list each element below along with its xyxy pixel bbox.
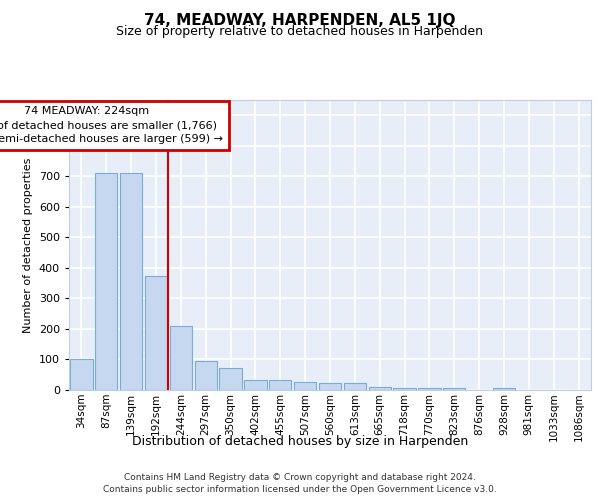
Bar	[120, 174, 142, 390]
Y-axis label: Number of detached properties: Number of detached properties	[23, 158, 33, 332]
Bar	[493, 388, 515, 390]
Bar	[319, 384, 341, 390]
Text: Distribution of detached houses by size in Harpenden: Distribution of detached houses by size …	[132, 435, 468, 448]
Bar	[294, 382, 316, 390]
Bar	[344, 384, 366, 390]
Bar	[418, 388, 440, 390]
Bar	[394, 388, 416, 390]
Text: Contains public sector information licensed under the Open Government Licence v3: Contains public sector information licen…	[103, 485, 497, 494]
Bar	[244, 380, 266, 390]
Bar	[145, 276, 167, 390]
Bar	[368, 387, 391, 390]
Bar	[95, 174, 118, 390]
Text: 74 MEADWAY: 224sqm
← 75% of detached houses are smaller (1,766)
25% of semi-deta: 74 MEADWAY: 224sqm ← 75% of detached hou…	[0, 106, 223, 144]
Bar	[170, 326, 192, 390]
Bar	[194, 361, 217, 390]
Bar	[220, 368, 242, 390]
Text: 74, MEADWAY, HARPENDEN, AL5 1JQ: 74, MEADWAY, HARPENDEN, AL5 1JQ	[144, 12, 456, 28]
Bar	[70, 360, 92, 390]
Bar	[269, 380, 292, 390]
Text: Contains HM Land Registry data © Crown copyright and database right 2024.: Contains HM Land Registry data © Crown c…	[124, 472, 476, 482]
Bar	[443, 388, 466, 390]
Text: Size of property relative to detached houses in Harpenden: Size of property relative to detached ho…	[116, 25, 484, 38]
